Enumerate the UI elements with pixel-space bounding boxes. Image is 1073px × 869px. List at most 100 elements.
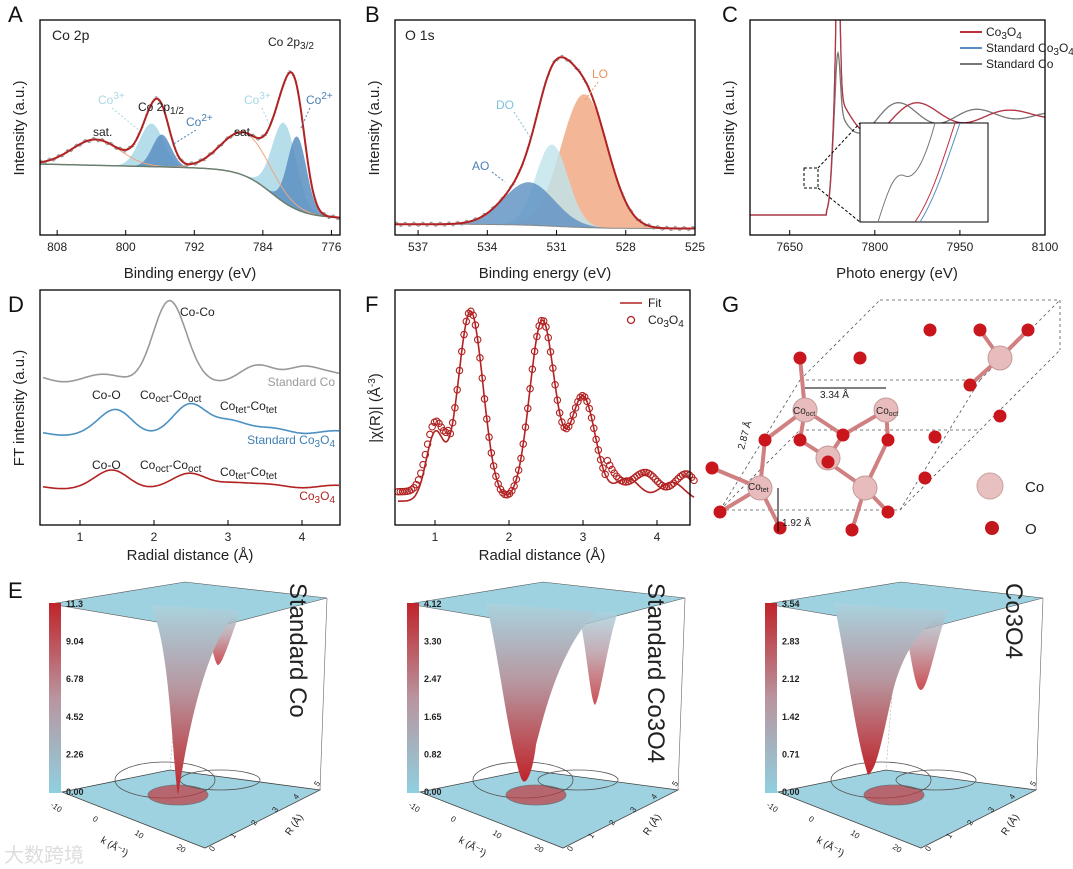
colorbar-tick-label: 6.78 [66, 674, 84, 684]
colorbar-tick-label: 4.52 [66, 712, 84, 722]
t: oct [806, 411, 815, 418]
distance-1-92: 1.92 Å [782, 516, 811, 529]
data-point [110, 141, 113, 144]
label-co-tet: Cotet [748, 482, 769, 494]
o-atom [758, 433, 772, 447]
label-sub: 1/2 [170, 106, 184, 117]
wavelet-plot-co3o4: 3.54 2.83 2.12 1.42 0.71 0.00 Co3O4 k (Å⁻¹) R (Å… [765, 581, 1044, 859]
x-axis-tick-label: 1 [77, 530, 84, 544]
data-point [422, 221, 425, 224]
panel-a-x-ticks: 808 800 792 784 776 [47, 230, 342, 254]
background-line [40, 163, 340, 219]
annotation-co-co: Co-Co [180, 305, 215, 319]
colorbar [407, 603, 419, 793]
data-point [428, 422, 436, 431]
colorbar-tick-label: 3.54 [782, 599, 800, 609]
label-lo: LO [592, 67, 608, 81]
data-point [409, 225, 411, 227]
data-point [681, 470, 689, 478]
t: Co [220, 399, 236, 413]
data-point [106, 143, 108, 146]
panel-c-x-ticks: 7650 7800 7950 8100 [776, 230, 1059, 254]
legend-o-atom [985, 521, 999, 535]
label-sup: 3+ [113, 91, 125, 102]
r-tick-label: 3 [270, 805, 280, 814]
data-point [592, 435, 600, 444]
t: 3 [315, 495, 321, 506]
t: tet [235, 405, 246, 416]
panel-b-ylabel: Intensity (a.u.) [366, 80, 383, 175]
fit-envelope [395, 56, 695, 230]
data-point [243, 129, 246, 132]
data-point [483, 415, 491, 423]
data-point [199, 158, 202, 160]
r-tick-label: 3 [628, 805, 638, 814]
distance-3-34: 3.34 Å [820, 388, 849, 401]
data-point [423, 440, 432, 448]
cell-edge [799, 299, 881, 381]
label-main: Co [98, 93, 114, 107]
data-point [471, 321, 480, 329]
r-tick-label: 3 [986, 805, 996, 814]
data-point [92, 137, 94, 139]
colorbar-tick-label: 1.42 [782, 712, 800, 722]
inset-curve-standard-co [877, 122, 936, 223]
curve-standard-co3o4 [42, 402, 339, 436]
data-point [653, 477, 662, 486]
annotation-co3-1: Co3+ [98, 91, 125, 107]
panel-a-curves [40, 70, 340, 221]
legend-label-co3o4: Co3O4 [986, 25, 1022, 42]
data-point [447, 221, 449, 224]
label-sup: 2+ [321, 91, 333, 102]
t: 3 [315, 439, 321, 450]
panel-f-frame [394, 289, 691, 526]
t: Co [140, 388, 156, 402]
legend-label-standard-co3o4: Standard Co3O4 [986, 41, 1073, 58]
x-axis-tick-label: 537 [408, 240, 428, 254]
x-axis-tick-label: 525 [685, 240, 705, 254]
o-atom [923, 323, 937, 337]
data-point [492, 472, 500, 480]
data-point [646, 471, 655, 479]
wavelet-plot-standard-co3o4: 4.12 3.30 2.47 1.65 0.82 0.00 Standard Co3O4 k … [407, 581, 686, 859]
annotation-arrows [111, 107, 311, 146]
data-point [569, 411, 578, 419]
panel-c-legend: Co3O4 Standard Co3O4 Standard Co [960, 25, 1073, 71]
panel-a-title: Co 2p [52, 27, 90, 43]
panel-d-x-ticks: 1 2 3 4 [77, 520, 306, 544]
x-axis-tick-label: 531 [547, 240, 567, 254]
data-point [87, 141, 90, 143]
label-main: Co [306, 93, 322, 107]
data-point [606, 461, 614, 470]
o-atom [845, 523, 859, 537]
label-co-oct-1: Cooct [793, 406, 815, 418]
data-point [412, 480, 420, 489]
panel-a-xlabel: Binding energy (eV) [124, 265, 257, 282]
data-point [248, 135, 250, 137]
plot-title: Standard Co3O4 [642, 583, 669, 763]
data-point [96, 140, 99, 143]
t: O [1059, 41, 1068, 55]
annotation-co2p32: Co 2p3/2 [268, 35, 314, 52]
data-point [442, 428, 450, 437]
t: O [320, 433, 329, 447]
t: 3 [663, 319, 669, 330]
data-point [665, 225, 668, 228]
t: tet [266, 405, 277, 416]
data-point [647, 223, 650, 225]
main-dip [150, 605, 238, 795]
data-point [487, 449, 496, 457]
o-atom [836, 428, 850, 442]
data-point [675, 225, 677, 228]
data-point [451, 224, 454, 227]
curve-standard-co [42, 299, 340, 383]
data-point [88, 141, 91, 143]
data-point [555, 409, 564, 417]
panel-g-crystal-structure: 3.34 Å 2.87 Å 1.92 Å Cooct Cooct Cotet C… [705, 299, 1061, 538]
data-point [603, 456, 612, 465]
data-point [530, 347, 539, 356]
x-axis-tick-label: 1 [432, 530, 439, 544]
t: tet [235, 471, 246, 482]
colorbar-tick-label: 2.83 [782, 637, 800, 647]
x-axis-tick-label: 4 [299, 530, 306, 544]
